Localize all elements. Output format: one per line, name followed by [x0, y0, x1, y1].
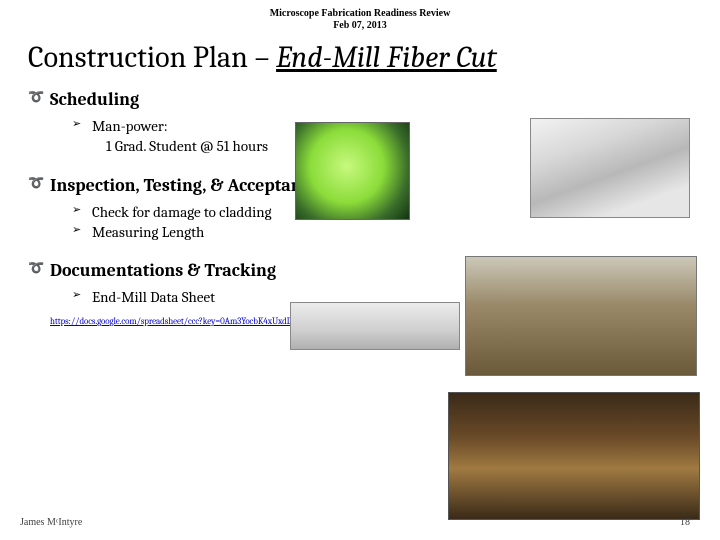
slide-header: Microscope Fabrication Readiness Review …: [28, 8, 692, 32]
footer-author: James MᶜIntyre: [20, 517, 82, 528]
image-bench-fixture: [465, 256, 697, 376]
footer-page-number: 18: [680, 517, 690, 528]
section-heading-scheduling: Scheduling: [28, 89, 692, 110]
title-emphasis: End-Mill Fiber Cut: [276, 40, 497, 75]
image-green-sample: [295, 122, 410, 220]
slide-title: Construction Plan – End-Mill Fiber Cut: [28, 40, 692, 75]
header-line-2: Feb 07, 2013: [28, 20, 692, 32]
image-fixture-block: [530, 118, 690, 218]
manpower-label: Man-power:: [92, 117, 168, 135]
slide: Microscope Fabrication Readiness Review …: [0, 0, 720, 540]
title-prefix: Construction Plan –: [28, 40, 276, 75]
image-cut-bar: [290, 302, 460, 350]
image-mill-machine: [448, 392, 700, 520]
inspection-item-2: Measuring Length: [76, 222, 692, 242]
header-line-1: Microscope Fabrication Readiness Review: [28, 8, 692, 20]
